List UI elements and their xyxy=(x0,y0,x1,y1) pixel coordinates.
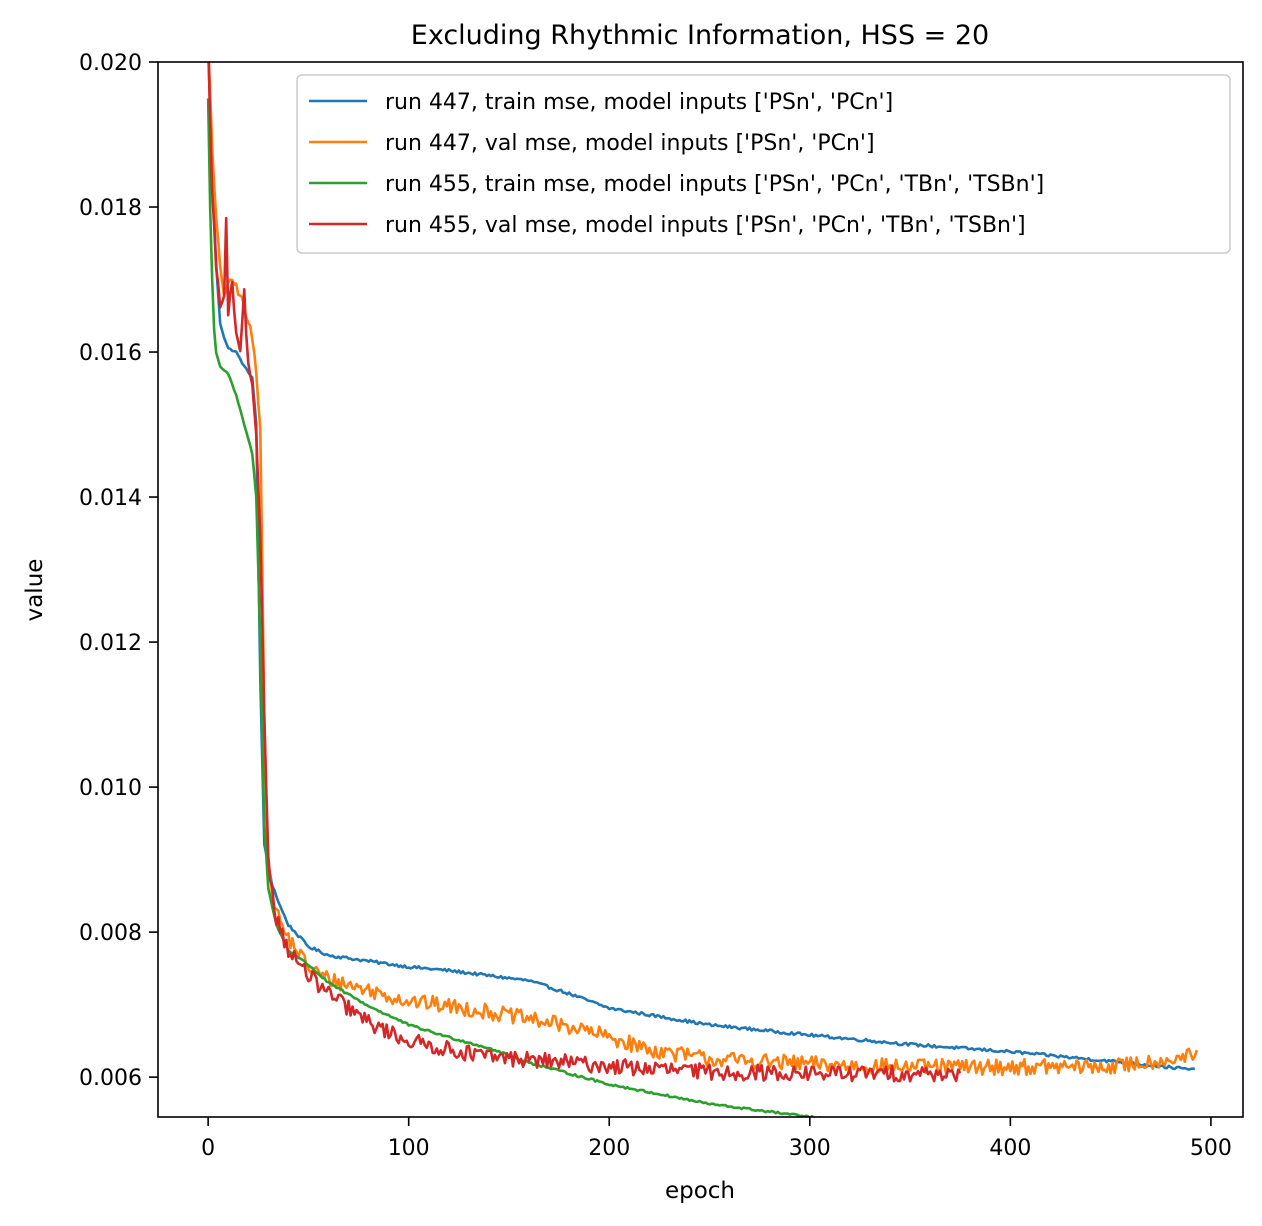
legend-label-4: run 455, val mse, model inputs ['PSn', '… xyxy=(385,213,1026,238)
y-tick-label: 0.020 xyxy=(79,51,142,76)
x-axis: 0 100 200 300 400 500 xyxy=(201,1117,1232,1161)
legend-label-2: run 447, val mse, model inputs ['PSn', '… xyxy=(385,131,875,156)
y-axis-title: value xyxy=(22,559,48,622)
x-tick-label: 400 xyxy=(989,1136,1031,1161)
series-line-2 xyxy=(207,62,1199,1077)
series-line-1 xyxy=(207,62,1196,1071)
x-axis-title: epoch xyxy=(665,1178,735,1204)
y-tick-label: 0.012 xyxy=(79,631,142,656)
y-tick-label: 0.018 xyxy=(79,196,142,221)
y-tick-label: 0.008 xyxy=(79,921,142,946)
plot-area xyxy=(157,61,1244,1118)
plot-frame xyxy=(157,61,1244,1118)
legend-label-3: run 455, train mse, model inputs ['PSn',… xyxy=(385,172,1044,197)
legend-box xyxy=(296,74,1231,254)
y-axis: 0.006 0.008 0.010 0.012 0.014 0.016 0.018 0.020 xyxy=(79,51,158,1091)
y-tick-label: 0.010 xyxy=(79,776,142,801)
legend-label-1: run 447, train mse, model inputs ['PSn',… xyxy=(385,90,893,115)
x-tick-label: 200 xyxy=(588,1136,630,1161)
y-tick-label: 0.014 xyxy=(79,486,142,511)
x-tick-label: 300 xyxy=(789,1136,831,1161)
series-line-3 xyxy=(206,98,826,1117)
legend: run 447, train mse, model inputs ['PSn',… xyxy=(296,74,1231,254)
x-tick-label: 500 xyxy=(1190,1136,1232,1161)
x-tick-label: 100 xyxy=(388,1136,430,1161)
y-tick-label: 0.016 xyxy=(79,341,142,366)
series-line-4 xyxy=(207,62,962,1083)
series-group xyxy=(206,62,1199,1117)
y-tick-label: 0.006 xyxy=(79,1066,142,1091)
x-tick-label: 0 xyxy=(201,1136,215,1161)
chart-title: Excluding Rhythmic Information, HSS = 20 xyxy=(411,20,989,51)
